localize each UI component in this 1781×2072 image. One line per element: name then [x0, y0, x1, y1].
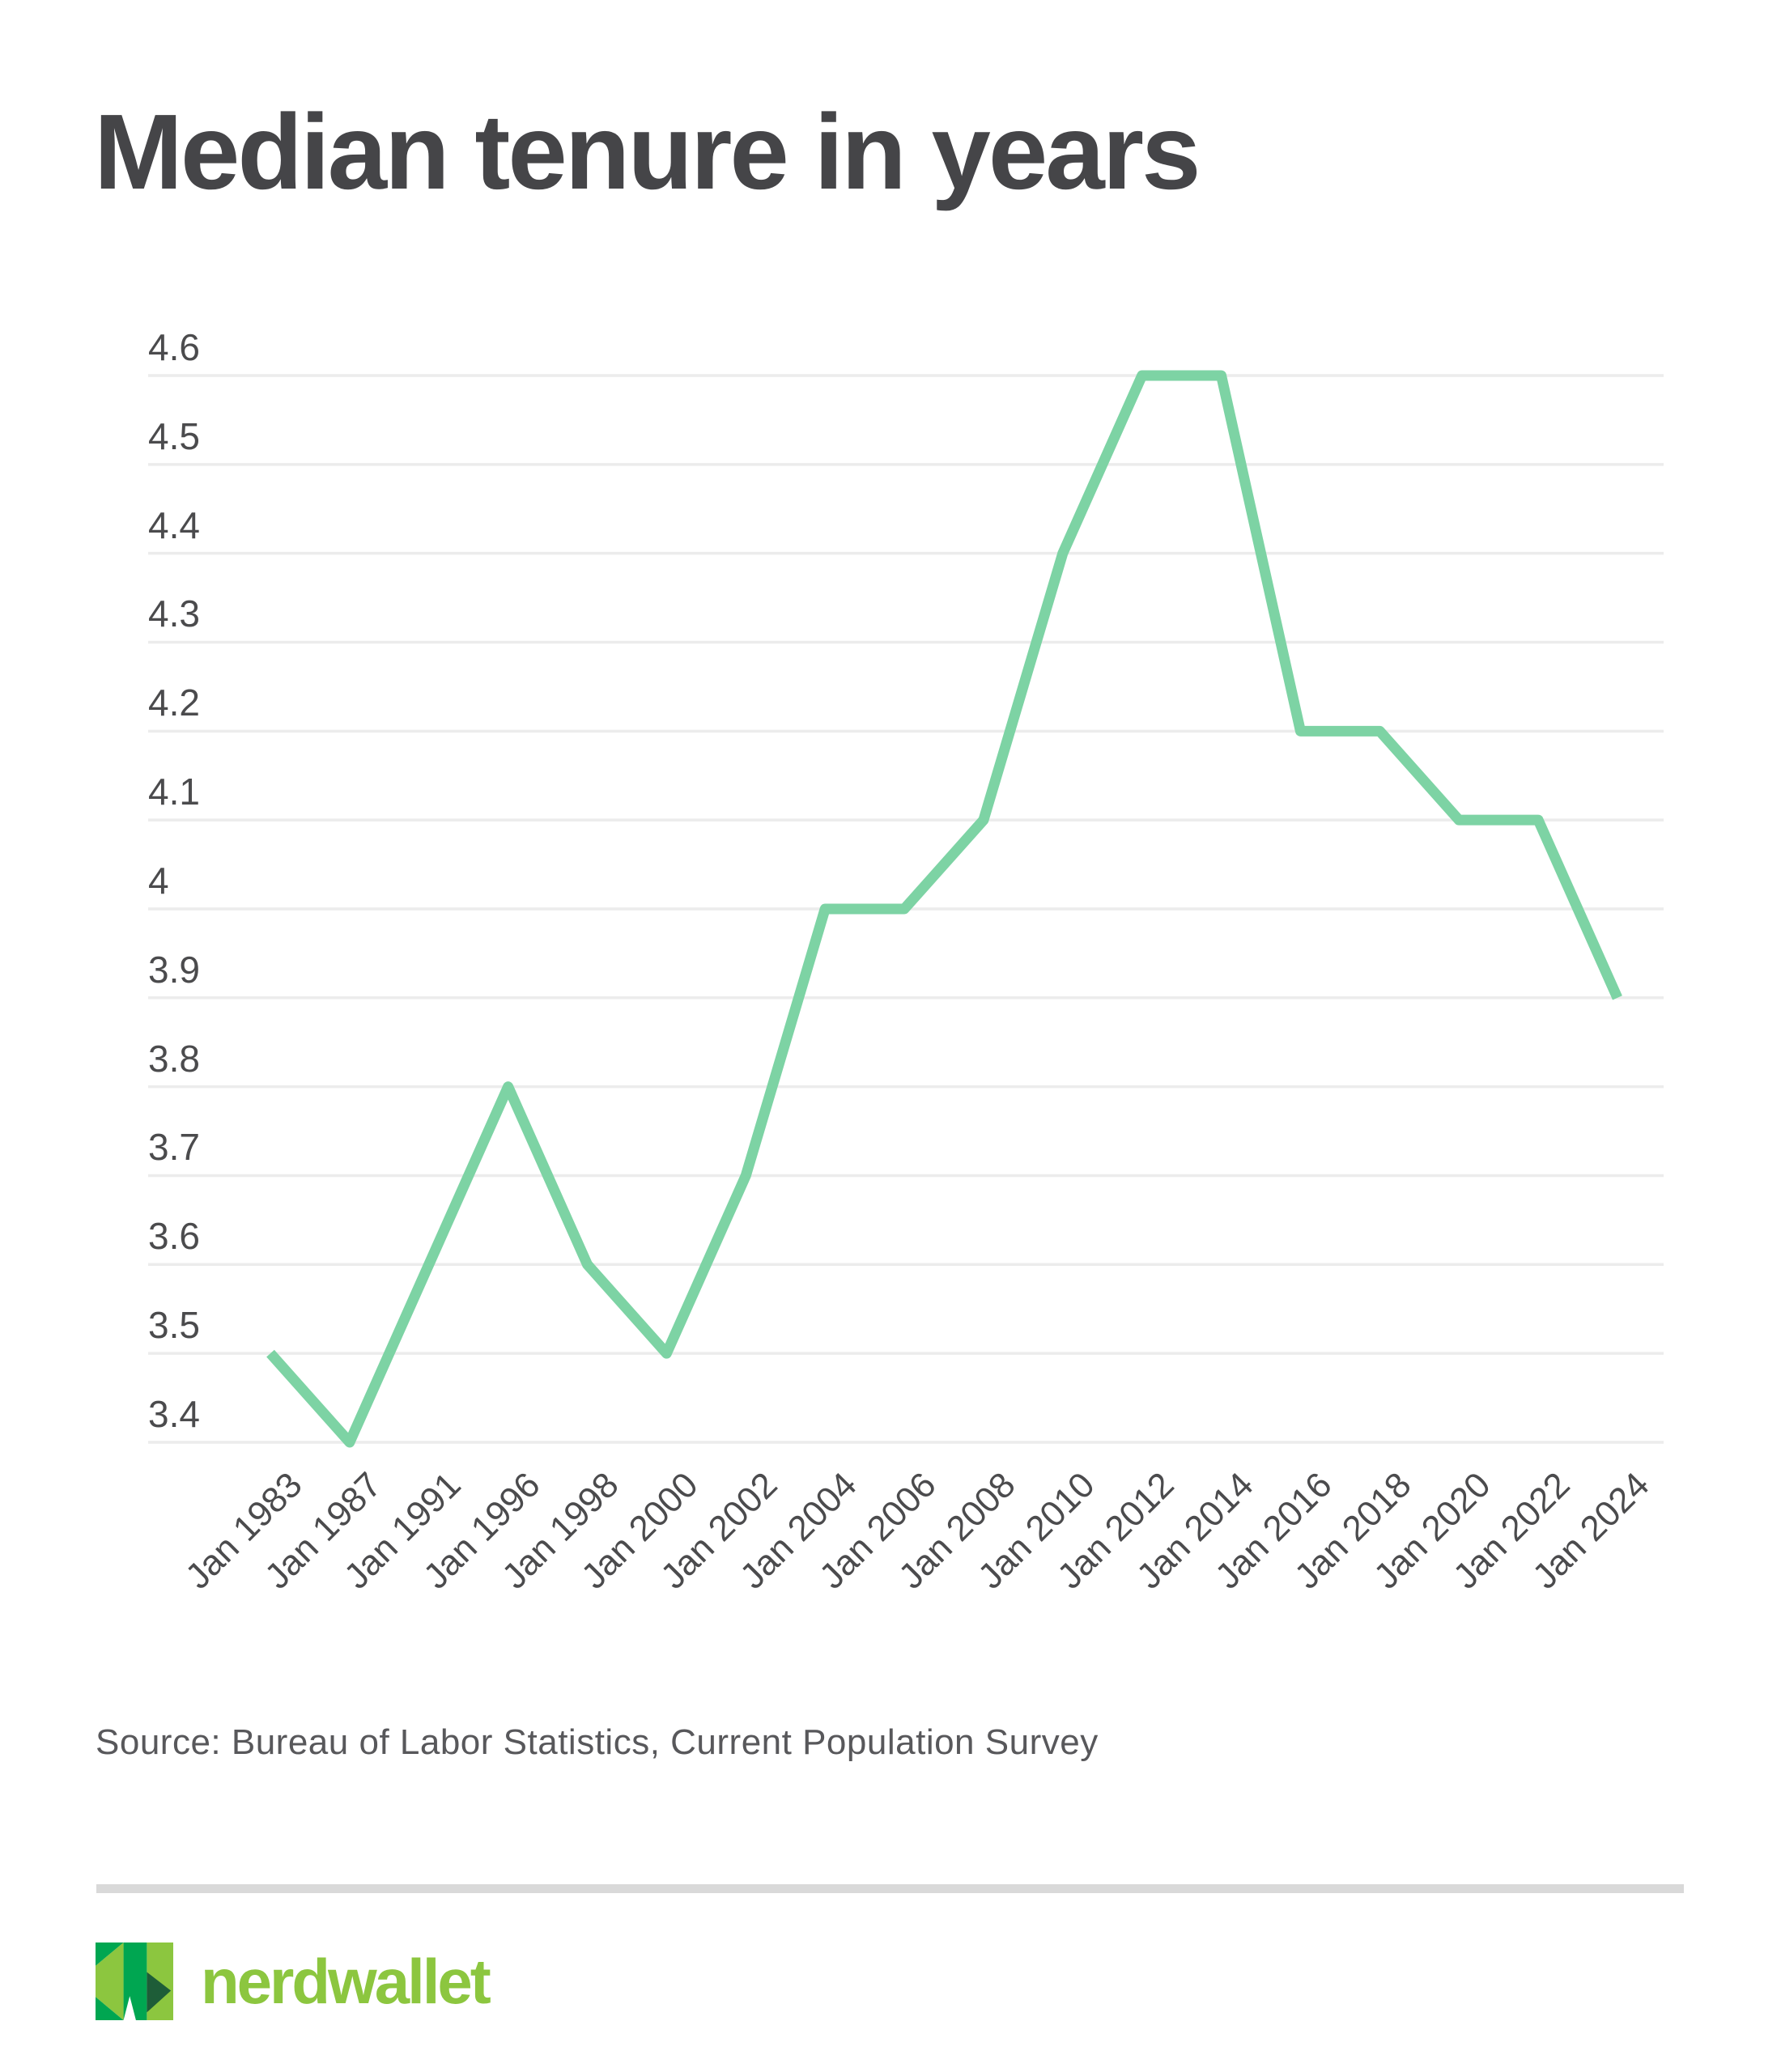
y-tick-label: 4.5	[148, 414, 200, 457]
y-tick-label: 4.3	[148, 592, 200, 635]
y-tick-label: 4.6	[148, 326, 200, 368]
y-tick-label: 4.2	[148, 681, 200, 724]
line-chart: 4.6 4.5 4.4 4.3 4.2 4.1 4 3.9 3.8 3.7 3.6 3.5 3.4 Ja…	[148, 326, 1664, 1597]
y-tick-label: 4.4	[148, 503, 200, 546]
y-tick-label: 3.4	[148, 1392, 200, 1435]
source-note: Source: Bureau of Labor Statistics, Curr…	[96, 1722, 1099, 1762]
y-tick-label: 3.9	[148, 948, 200, 991]
y-tick-label: 3.6	[148, 1215, 200, 1258]
nerdwallet-logo: nerdwallet	[96, 1942, 491, 2020]
plot-canvas	[148, 370, 1664, 1448]
y-tick-label: 3.8	[148, 1037, 200, 1080]
nerdwallet-logo-mark	[96, 1942, 173, 2020]
y-tick-label: 3.7	[148, 1126, 200, 1169]
y-tick-label: 4.1	[148, 771, 200, 813]
y-tick-label: 4	[148, 859, 169, 902]
data-line	[266, 370, 1622, 1448]
nerdwallet-wordmark: nerdwallet	[201, 1946, 491, 2017]
footer-divider	[96, 1884, 1684, 1893]
chart-title: Median tenure in years	[94, 92, 1201, 211]
y-tick-label: 3.5	[148, 1304, 200, 1347]
